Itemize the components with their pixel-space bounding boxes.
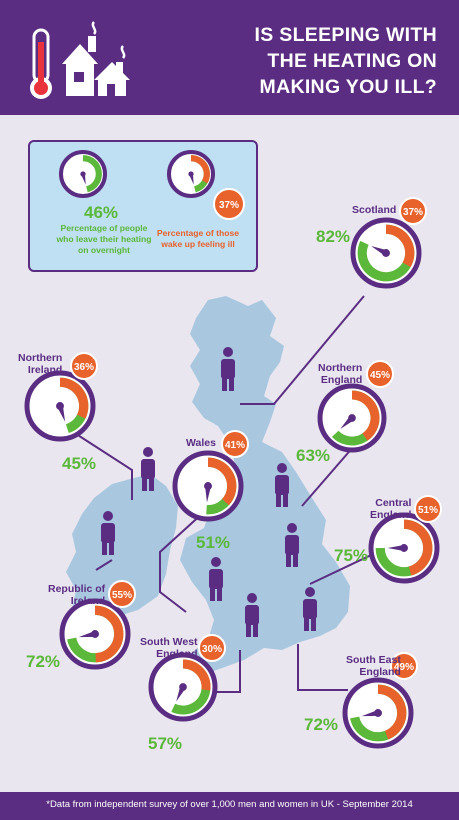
region-name-line: Ireland xyxy=(70,595,106,607)
thermometer-icon xyxy=(30,28,52,99)
ill-badge-northern-ireland: 36% xyxy=(70,352,98,380)
legend-text-line: Percentage of those xyxy=(156,228,240,238)
ill-badge-south-west-england: 30% xyxy=(198,634,226,662)
person-icon xyxy=(141,447,155,491)
legend-text-line: Percentage of people xyxy=(60,223,148,233)
person-icon xyxy=(303,587,317,631)
svg-text:55%: 55% xyxy=(112,590,132,601)
ill-badge-wales: 41% xyxy=(221,430,249,458)
ireland-shape xyxy=(66,474,178,624)
houses-icon xyxy=(62,21,130,96)
region-name-line: England xyxy=(156,648,198,660)
heating-value-south-east-england: 72% xyxy=(304,715,339,734)
region-name-line: England xyxy=(370,509,412,521)
svg-text:51%: 51% xyxy=(418,505,438,516)
region-name-line: Ireland xyxy=(27,364,63,376)
legend-heating-gauge xyxy=(59,150,107,198)
gauge-central-england xyxy=(368,512,440,584)
heating-value-central-england: 75% xyxy=(334,546,369,565)
ill-badge-republic-of-ireland: 55% xyxy=(108,580,136,608)
svg-text:37%: 37% xyxy=(403,207,423,218)
connector-republic-of-ireland xyxy=(95,559,113,571)
svg-text:49%: 49% xyxy=(394,662,414,673)
footnote: *Data from independent survey of over 1,… xyxy=(46,799,413,810)
gauge-scotland xyxy=(350,217,422,289)
heating-value-wales: 51% xyxy=(196,533,231,552)
region-name-south-west-england: South West England xyxy=(140,636,198,660)
legend-text-line: who leave their heating xyxy=(56,234,152,244)
region-name-line: South East xyxy=(346,654,401,666)
ill-badge-scotland: 37% xyxy=(399,197,427,225)
region-name-republic-of-ireland: Republic of Ireland xyxy=(48,583,105,607)
title-line: MAKING YOU ILL? xyxy=(259,76,437,98)
region-name-line: Northern xyxy=(318,362,363,374)
region-name-scotland: Scotland xyxy=(352,204,396,216)
region-name-line: England xyxy=(359,666,401,678)
svg-text:45%: 45% xyxy=(370,370,390,381)
legend-ill-gauge xyxy=(167,150,215,198)
gauge-wales xyxy=(172,450,244,522)
svg-text:41%: 41% xyxy=(225,440,245,451)
region-name-line: Republic of xyxy=(48,583,106,595)
gauge-northern-ireland xyxy=(24,370,96,442)
region-name-line: Scotland xyxy=(352,204,397,216)
svg-text:36%: 36% xyxy=(74,362,94,373)
ill-badge-northern-england: 45% xyxy=(366,360,394,388)
legend-text-line: on overnight xyxy=(77,245,131,255)
region-name-line: England xyxy=(320,374,363,386)
heating-value-republic-of-ireland: 72% xyxy=(26,652,61,671)
person-icon xyxy=(101,511,115,555)
person-icon xyxy=(245,593,259,637)
ill-badge-central-england: 51% xyxy=(414,495,442,523)
gauge-northern-england xyxy=(317,383,387,453)
region-name-central-england: Central England xyxy=(370,497,411,521)
uk-map: 37% 36% 45% 41% 51% 55% 30% 49% xyxy=(24,197,442,749)
legend-heating-value: 46% xyxy=(84,203,119,222)
person-icon xyxy=(275,463,289,507)
person-icon xyxy=(221,347,235,391)
heating-value-northern-england: 63% xyxy=(296,446,331,465)
gauge-south-east-england xyxy=(342,677,414,749)
connector-south-west-england xyxy=(216,650,241,693)
region-name-line: Wales xyxy=(186,437,216,449)
svg-text:30%: 30% xyxy=(202,644,222,655)
title-line: IS SLEEPING WITH xyxy=(254,24,437,46)
connector-northern-ireland xyxy=(69,429,133,500)
region-name-south-east-england: South East England xyxy=(346,654,401,678)
title-line: THE HEATING ON xyxy=(267,50,437,72)
heating-value-northern-ireland: 45% xyxy=(62,454,97,473)
gauge-south-west-england xyxy=(148,652,218,722)
ill-badge-south-east-england: 49% xyxy=(390,652,418,680)
legend-text-line: wake up feeling ill xyxy=(161,239,235,249)
legend-heating-text: Percentage of people who leave their hea… xyxy=(30,223,178,256)
svg-text:37%: 37% xyxy=(219,200,239,211)
region-name-northern-ireland: Northern Ireland xyxy=(18,352,62,376)
region-name-line: Central xyxy=(375,497,412,509)
region-name-line: Northern xyxy=(18,352,63,364)
legend-gauges: 37% xyxy=(59,150,245,220)
page-title: IS SLEEPING WITH THE HEATING ON MAKING Y… xyxy=(177,22,437,100)
gauge-republic-of-ireland xyxy=(59,598,131,670)
heating-value-scotland: 82% xyxy=(316,227,351,246)
region-name-wales: Wales xyxy=(186,437,216,449)
header-banner: IS SLEEPING WITH THE HEATING ON MAKING Y… xyxy=(0,0,459,115)
region-name-line: South West xyxy=(140,636,198,648)
person-icon xyxy=(209,557,223,601)
connector-south-east-england xyxy=(297,644,348,691)
footer-bar xyxy=(0,792,459,820)
connector-northern-england xyxy=(301,445,355,507)
region-name-northern-england: Northern England xyxy=(318,362,362,386)
connector-scotland xyxy=(240,295,365,405)
person-icon xyxy=(285,523,299,567)
legend-ill-badge: 37% xyxy=(213,188,245,220)
legend-ill-text: Percentage of those wake up feeling ill xyxy=(138,228,258,250)
connector-wales xyxy=(159,511,205,613)
heating-value-south-west-england: 57% xyxy=(148,734,183,753)
